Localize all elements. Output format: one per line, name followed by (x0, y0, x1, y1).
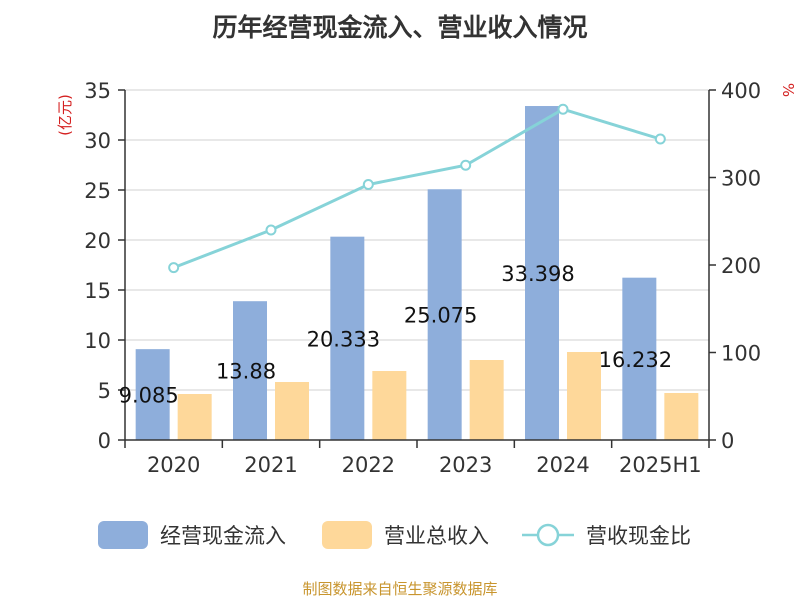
ratio-point[interactable] (265, 224, 277, 236)
right-tick-label: 300 (721, 167, 761, 191)
ratio-line (168, 103, 666, 274)
data-label: 20.333 (307, 327, 380, 351)
left-tick-label: 15 (84, 279, 111, 303)
data-label: 33.398 (501, 262, 574, 286)
left-tick-label: 30 (84, 129, 111, 153)
right-tick-label: 100 (721, 342, 761, 366)
bar-cash-inflow[interactable] (427, 189, 462, 440)
x-tick-label: 2022 (342, 453, 395, 477)
legend-swatch-cash-inflow (98, 521, 148, 549)
data-label: 25.075 (404, 304, 477, 328)
ratio-point[interactable] (557, 103, 569, 115)
left-tick-label: 35 (84, 79, 111, 103)
bar-cash-inflow[interactable] (330, 236, 365, 440)
bar-revenue[interactable] (372, 371, 407, 440)
legend-swatch-ratio (522, 523, 574, 547)
x-tick-label: 2020 (147, 453, 200, 477)
chart-title: 历年经营现金流入、营业收入情况 (212, 13, 588, 42)
legend-label: 营收现金比 (586, 524, 691, 548)
bar-revenue[interactable] (177, 394, 212, 440)
legend-item-cash-inflow[interactable]: 经营现金流入 (98, 518, 286, 552)
legend-item-revenue[interactable]: 营业总收入 (322, 518, 489, 552)
left-axis-unit: (亿元) (56, 94, 74, 136)
legend-item-ratio[interactable]: 营收现金比 (522, 518, 691, 552)
left-tick-label: 0 (98, 429, 111, 453)
gridlines (125, 89, 709, 391)
bar-cash-inflow[interactable] (525, 106, 559, 441)
bars (135, 106, 699, 441)
ratio-point[interactable] (654, 133, 666, 145)
x-tick-label: 2021 (244, 453, 297, 477)
ratio-point[interactable] (460, 159, 472, 171)
ratio-point[interactable] (362, 179, 374, 190)
data-label: 9.085 (119, 384, 179, 408)
left-tick-label: 20 (84, 229, 111, 253)
tick-labels: 0 5 10 15 20 25 30 35 0 100 200 300 400 2020 2021 2022 2… (84, 79, 761, 477)
left-tick-label: 10 (84, 329, 111, 353)
legend: 经营现金流入 营业总收入 营收现金比 (0, 518, 800, 552)
right-axis-unit: % (779, 83, 797, 97)
left-tick-label: 5 (98, 379, 111, 403)
right-tick-label: 400 (721, 79, 761, 103)
bar-cash-inflow[interactable] (622, 277, 657, 440)
bar-revenue[interactable] (664, 393, 699, 440)
x-tick-label: 2024 (536, 453, 589, 477)
data-labels: 9.085 13.88 20.333 25.075 33.398 16.232 (119, 262, 672, 408)
right-tick-label: 0 (721, 429, 734, 453)
right-tick-label: 200 (721, 254, 761, 278)
x-tick-label: 2025H1 (619, 453, 702, 477)
legend-label: 营业总收入 (384, 524, 489, 548)
legend-swatch-revenue (322, 521, 372, 549)
ratio-line-path (173, 107, 661, 270)
bar-cash-inflow[interactable] (135, 349, 170, 440)
footer-source: 制图数据来自恒生聚源数据库 (302, 580, 498, 598)
data-label: 16.232 (599, 348, 672, 372)
bar-revenue[interactable] (469, 360, 504, 440)
bar-cash-inflow[interactable] (233, 301, 267, 440)
bar-revenue[interactable] (275, 382, 309, 440)
x-tick-label: 2023 (439, 453, 492, 477)
legend-label: 经营现金流入 (160, 524, 286, 548)
bar-revenue[interactable] (567, 352, 601, 440)
axes (118, 89, 716, 448)
data-label: 13.88 (216, 360, 276, 384)
ratio-point[interactable] (168, 262, 180, 274)
left-tick-label: 25 (84, 179, 111, 203)
